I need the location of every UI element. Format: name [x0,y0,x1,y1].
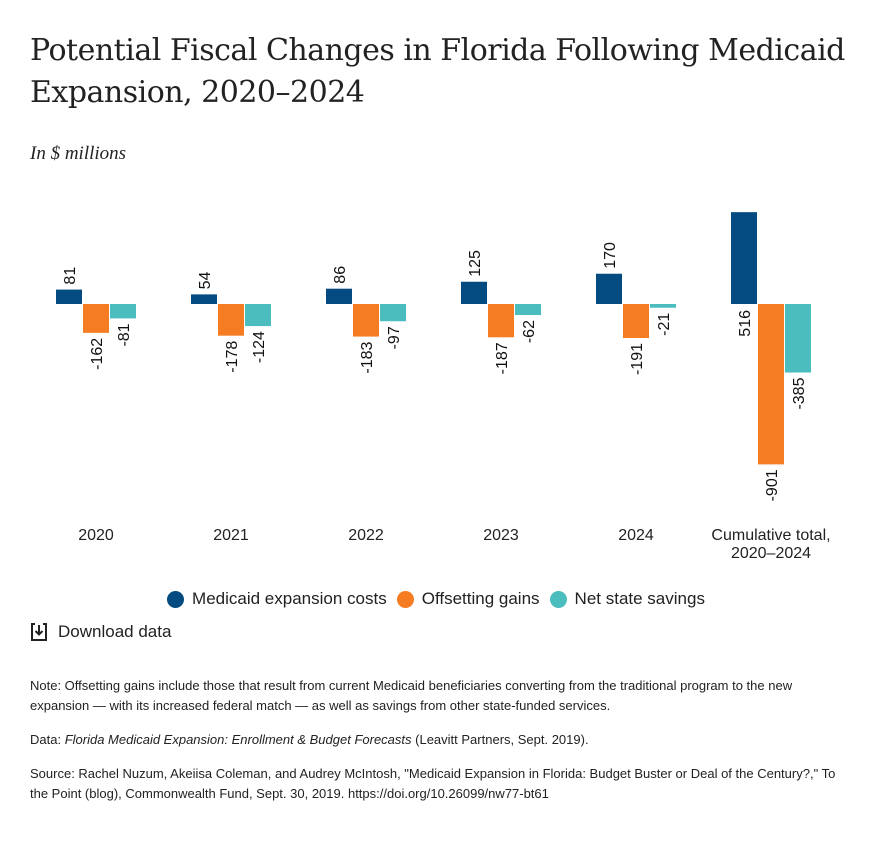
bar-0-2 [326,288,352,304]
bar-0-4 [596,273,622,304]
data-label: 125 [467,250,484,277]
bar-2-5 [785,304,811,373]
data-label: -62 [521,320,538,343]
legend-swatch-costs [167,590,185,608]
category-label: 2024 [618,527,654,544]
bar-1-3 [488,304,514,338]
category-label: 2021 [213,527,249,544]
bar-2-4 [650,304,676,308]
download-icon [31,623,47,641]
download-data-button[interactable]: Download data [30,622,171,642]
category-label: Cumulative total, [711,527,830,544]
data-label: -183 [359,341,376,373]
data-label: 516 [737,310,754,337]
source-text: Source: Rachel Nuzum, Akeiisa Coleman, a… [30,766,836,801]
data-label: -81 [116,323,133,346]
chart-subtitle: In $ millions [30,143,127,164]
data-title: Florida Medicaid Expansion: Enrollment &… [64,732,412,747]
bar-chart: 81 -162 -81 2020 54 -178 -124 2021 86 -183 -97 2022… [56,212,831,562]
legend-swatch-gains [396,590,414,608]
legend-label: Offsetting gains [421,589,540,608]
legend-label: Net state savings [574,589,705,608]
category-label: 2023 [483,527,519,544]
legend-swatch-savings [549,590,567,608]
data-label: -162 [89,338,106,370]
category-label: 2022 [348,527,384,544]
chart-title: Potential Fiscal Changes in Florida Foll… [30,33,845,110]
data-label: -385 [791,377,808,409]
legend-label: Medicaid expansion costs [192,589,387,608]
data-label: 81 [62,267,79,285]
data-label: -97 [386,326,403,349]
bar-0-0 [56,289,82,304]
legend-item-gains: Offsetting gains [396,589,540,609]
data-suffix: (Leavitt Partners, Sept. 2019). [411,732,589,747]
data-source-line: Data: Florida Medicaid Expansion: Enroll… [30,730,850,750]
bar-1-5 [758,304,784,465]
legend-item-costs: Medicaid expansion costs [167,589,387,609]
notes: Note: Offsetting gains include those tha… [30,676,850,818]
bar-1-4 [623,304,649,338]
data-label: 170 [602,242,619,269]
data-label: 54 [197,271,214,289]
data-label: -21 [656,313,673,336]
category-label: 2020–2024 [731,545,811,562]
bar-1-0 [83,304,109,333]
bar-2-1 [245,304,271,327]
data-label: 86 [332,266,349,284]
bar-2-2 [380,304,406,322]
data-label: -124 [251,331,268,363]
legend: Medicaid expansion costs Offsetting gain… [0,589,872,609]
legend-item-savings: Net state savings [549,589,705,609]
data-label: -178 [224,341,241,373]
data-label: -187 [494,342,511,374]
bar-0-1 [191,294,217,304]
note-text: Note: Offsetting gains include those tha… [30,678,793,713]
bar-0-5 [731,212,757,304]
data-label: -901 [764,469,781,501]
bar-0-3 [461,281,487,304]
bar-1-2 [353,304,379,337]
data-prefix: Data: [30,732,65,747]
bar-2-3 [515,304,541,316]
bar-2-0 [110,304,136,319]
category-label: 2020 [78,527,114,544]
bar-1-1 [218,304,244,336]
download-label: Download data [58,622,172,641]
data-label: -191 [629,343,646,375]
